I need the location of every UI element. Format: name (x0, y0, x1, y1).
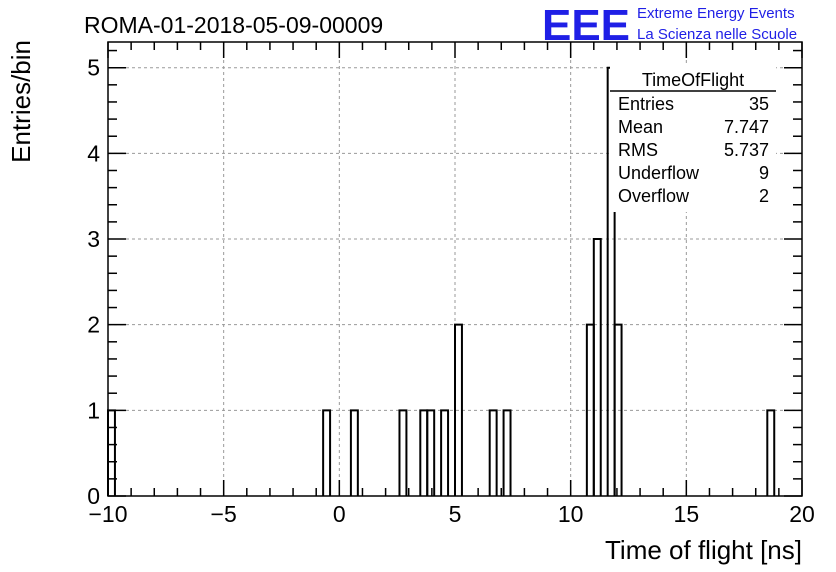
stats-row-label: Mean (618, 117, 663, 137)
y-tick-label: 2 (87, 312, 100, 338)
histogram-bar (613, 323, 623, 496)
x-tick-label: −10 (88, 501, 127, 527)
histogram-bar (488, 409, 498, 496)
y-tick-label: 1 (87, 397, 100, 423)
stats-row-value: 2 (759, 186, 769, 206)
histogram-bar (349, 409, 359, 496)
eee-logo-line2: La Scienza nelle Scuole (637, 26, 797, 43)
stats-row-label: Underflow (618, 163, 700, 183)
histogram-bar (398, 409, 408, 496)
eee-logo: EEE Extreme Energy Events La Scienza nel… (542, 1, 797, 50)
y-tick-label: 4 (87, 140, 100, 166)
histogram-bar (107, 409, 116, 496)
stats-title: TimeOfFlight (642, 70, 744, 90)
histogram-bar (440, 409, 450, 496)
histogram-bar (322, 409, 332, 496)
y-tick-label: 3 (87, 226, 100, 252)
x-tick-label: 0 (333, 501, 346, 527)
chart-title: ROMA-01-2018-05-09-00009 (84, 12, 383, 38)
stats-row-label: RMS (618, 140, 658, 160)
histogram-bar (502, 409, 512, 496)
stats-row-value: 9 (759, 163, 769, 183)
stats-box: TimeOfFlight Entries 35 Mean 7.747 RMS 5.737 U… (610, 66, 776, 212)
histogram-bar (426, 409, 436, 496)
tick-marks (107, 42, 803, 497)
stats-row-label: Entries (618, 94, 674, 114)
x-tick-label: 5 (449, 501, 462, 527)
x-tick-label: 10 (558, 501, 584, 527)
stats-row-label: Overflow (618, 186, 690, 206)
histogram-bars (107, 66, 776, 496)
histogram-bar (419, 409, 429, 496)
x-axis-label: Time of flight [ns] (605, 535, 802, 565)
histogram-bar (592, 238, 602, 496)
x-tick-label: 20 (789, 501, 815, 527)
histogram-bar (454, 323, 463, 496)
x-tick-label: −5 (211, 501, 237, 527)
stats-row-value: 7.747 (724, 117, 769, 137)
y-axis-label: Entries/bin (6, 40, 36, 163)
stats-rows: Entries 35 Mean 7.747 RMS 5.737 Underflow 9 Over… (618, 94, 769, 206)
eee-logo-line1: Extreme Energy Events (637, 5, 795, 22)
tick-labels: −10 −5 0 5 10 15 20 0 1 2 3 4 5 (87, 55, 815, 527)
y-tick-label: 5 (87, 55, 100, 81)
x-tick-label: 15 (674, 501, 700, 527)
stats-row-value: 35 (749, 94, 769, 114)
histogram-bar (766, 409, 776, 496)
y-tick-label: 0 (87, 483, 100, 509)
stats-row-value: 5.737 (724, 140, 769, 160)
